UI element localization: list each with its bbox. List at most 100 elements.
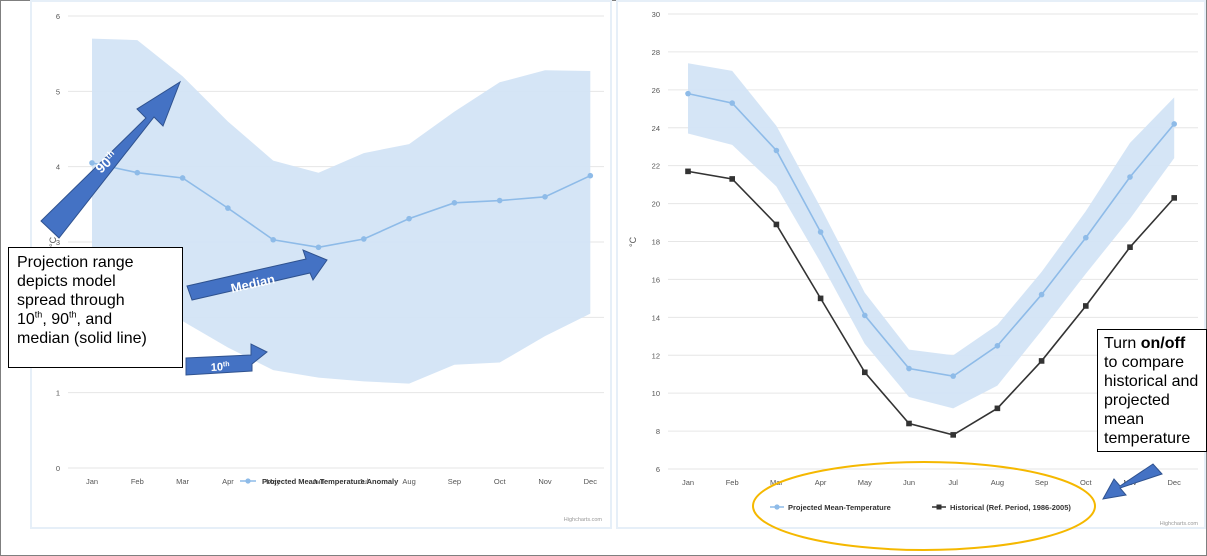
projected-point[interactable] — [994, 342, 1001, 349]
projected-point[interactable] — [451, 200, 458, 206]
historical-point[interactable] — [1171, 195, 1177, 201]
projected-point[interactable] — [1038, 291, 1045, 298]
projected-point[interactable] — [406, 215, 412, 222]
projection-range-band — [92, 38, 591, 384]
arrow-10th-shape — [185, 343, 268, 376]
legend-projected-anomaly-marker — [245, 478, 251, 484]
x-tick-label: Dec — [584, 477, 598, 486]
highcharts-credit-right[interactable]: Highcharts.com — [1160, 521, 1199, 527]
projected-point[interactable] — [1083, 234, 1089, 241]
callout-line-1: Projection range — [17, 254, 134, 271]
projected-point[interactable] — [315, 244, 322, 251]
legend-historical-label[interactable]: Historical (Ref. Period, 1986-2005) — [950, 503, 1071, 512]
projected-point[interactable] — [1171, 121, 1177, 127]
highcharts-credit-left[interactable]: Highcharts.com — [564, 517, 603, 523]
projected-series-line — [687, 92, 1175, 377]
x-tick-label: Jan — [86, 477, 98, 486]
y-tick-label: 3 — [56, 238, 60, 247]
x-tick-label: Sep — [448, 477, 461, 486]
historical-point[interactable] — [1083, 303, 1089, 309]
projected-point[interactable] — [817, 229, 824, 235]
arrow-to-legend-shape — [1102, 463, 1163, 500]
toggle-callout: Turn on/off to compare historical and pr… — [1097, 329, 1207, 452]
historical-point[interactable] — [817, 295, 824, 302]
projected-point[interactable] — [134, 169, 141, 176]
y-tick-label: 24 — [652, 124, 660, 133]
arrow-to-legend — [1102, 463, 1163, 500]
projected-point[interactable] — [89, 160, 95, 166]
x-tick-label: Jun — [312, 477, 324, 486]
projected-point[interactable] — [906, 365, 912, 372]
legend-projected-label[interactable]: Projected Mean-Temperature — [788, 503, 891, 512]
x-tick-label: Feb — [726, 478, 739, 487]
x-tick-label: Jul — [359, 477, 369, 486]
projected-point[interactable] — [685, 90, 691, 97]
historical-point[interactable] — [729, 176, 735, 182]
y-tick-label: 8 — [656, 427, 660, 436]
anomaly-legend[interactable]: Projected Mean-Temperature Anomaly — [240, 477, 399, 486]
y-tick-label: 20 — [652, 200, 660, 209]
projected-point[interactable] — [587, 172, 594, 179]
y-tick-label: 1 — [56, 389, 60, 398]
historical-point[interactable] — [685, 168, 691, 175]
legend-historical-marker — [936, 504, 942, 510]
projected-point[interactable] — [225, 205, 231, 211]
y-tick-label: 28 — [652, 48, 660, 57]
anomaly-y-axis-label: °C — [48, 236, 58, 247]
historical-point[interactable] — [1127, 244, 1133, 250]
projected-point[interactable] — [950, 373, 956, 379]
y-tick-label: 10 — [652, 389, 660, 398]
projected-point[interactable] — [729, 100, 735, 106]
temperature-chart: °C 6 8 10 12 14 16 18 20 22 24 26 28 30 Jan Feb Mar Apr… — [628, 10, 1199, 527]
arrow-10th: 10th — [185, 343, 268, 376]
toggle-callout-bold: on/off — [1140, 335, 1186, 352]
arrow-median: Median — [186, 249, 328, 301]
y-tick-label: 6 — [56, 12, 60, 21]
historical-point[interactable] — [773, 221, 780, 228]
x-tick-label: Oct — [1080, 478, 1093, 487]
arrow-90th: 90th — [40, 80, 182, 239]
legend-projected-marker — [774, 504, 780, 510]
projected-series-line — [91, 162, 591, 249]
projected-point[interactable] — [542, 194, 548, 200]
x-tick-label: Apr — [815, 478, 827, 487]
y-tick-label: 14 — [652, 313, 660, 322]
projected-point[interactable] — [361, 236, 367, 242]
arrow-median-shape — [186, 249, 328, 301]
projected-point[interactable] — [773, 147, 780, 154]
y-tick-label: 22 — [652, 162, 660, 171]
x-tick-label: May — [858, 478, 872, 487]
legend-highlight-ellipse — [752, 461, 1096, 551]
legend-projected-anomaly-label[interactable]: Projected Mean-Temperature Anomaly — [262, 477, 399, 486]
y-tick-label: 30 — [652, 10, 660, 19]
y-tick-label: 26 — [652, 86, 660, 95]
projected-point[interactable] — [862, 312, 868, 319]
y-tick-label: 4 — [56, 163, 60, 172]
historical-point[interactable] — [906, 420, 912, 427]
projected-point[interactable] — [270, 236, 276, 243]
x-tick-label: Nov — [538, 477, 552, 486]
historical-point[interactable] — [950, 432, 956, 438]
projected-point[interactable] — [1127, 174, 1133, 180]
historical-point[interactable] — [994, 405, 1001, 412]
projected-point[interactable] — [179, 175, 186, 181]
temperature-chart-panel: °C 6 8 10 12 14 16 18 20 22 24 26 28 30 Jan Feb Mar Apr… — [616, 0, 1206, 529]
x-tick-label: Mar — [176, 477, 189, 486]
projected-point[interactable] — [496, 197, 503, 204]
temperature-y-axis-label: °C — [628, 236, 638, 247]
callout-line-5: median (solid line) — [17, 330, 147, 347]
x-tick-label: Feb — [131, 477, 144, 486]
y-tick-label: 6 — [656, 465, 660, 474]
callout-line-4: 10th, 90th, and — [17, 309, 113, 328]
projection-range-callout: Projection range depicts model spread th… — [8, 247, 183, 368]
x-tick-label: Aug — [991, 478, 1004, 487]
historical-point[interactable] — [862, 369, 868, 376]
y-tick-label: 5 — [56, 87, 60, 96]
anomaly-chart: °C 0123456 JanFebMarAprMayJunJulAugSepOc… — [48, 12, 604, 523]
temperature-legend[interactable]: Projected Mean-Temperature Historical (R… — [770, 503, 1071, 512]
x-tick-label: May — [266, 477, 280, 486]
x-tick-label: Dec — [1168, 478, 1182, 487]
historical-point[interactable] — [1038, 358, 1045, 364]
x-tick-label: Jun — [903, 478, 915, 487]
